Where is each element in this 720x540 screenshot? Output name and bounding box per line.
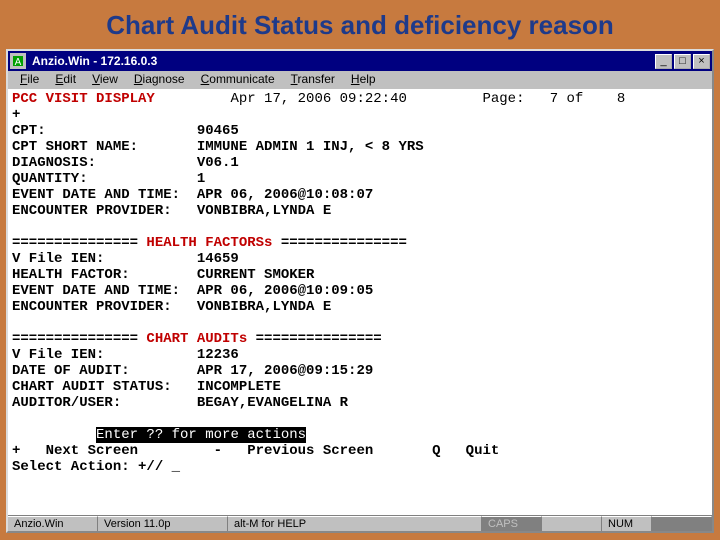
menu-communicate[interactable]: Communicate <box>193 71 283 89</box>
menu-file[interactable]: Filedocument.currentScript.previousEleme… <box>12 71 47 89</box>
status-version: Version 11.0p <box>98 516 228 531</box>
status-caps-cell: CAPS <box>482 516 542 531</box>
menu-transfer[interactable]: Transfer <box>283 71 343 89</box>
close-button[interactable]: × <box>693 54 710 69</box>
app-icon: A <box>10 53 26 69</box>
menubar: Filedocument.currentScript.previousEleme… <box>8 71 712 89</box>
application-window: A Anzio.Win - 172.16.0.3 _ □ × Filedocum… <box>6 49 714 533</box>
status-app: Anzio.Win <box>8 516 98 531</box>
status-blank1 <box>542 516 602 531</box>
status-blank2 <box>652 516 712 531</box>
slide-title: Chart Audit Status and deficiency reason <box>0 0 720 49</box>
menu-view[interactable]: View <box>84 71 126 89</box>
menu-help[interactable]: Help <box>343 71 384 89</box>
status-hint: alt-M for HELP <box>228 516 482 531</box>
maximize-button[interactable]: □ <box>674 54 691 69</box>
menu-edit[interactable]: Edit <box>47 71 84 89</box>
svg-text:A: A <box>15 57 22 68</box>
terminal-area[interactable]: PCC VISIT DISPLAY Apr 17, 2006 09:22:40 … <box>8 89 712 515</box>
window-title: Anzio.Win - 172.16.0.3 <box>30 54 653 68</box>
menu-diagnose[interactable]: Diagnose <box>126 71 193 89</box>
titlebar[interactable]: A Anzio.Win - 172.16.0.3 _ □ × <box>8 51 712 71</box>
statusbar: Anzio.Win Version 11.0p alt-M for HELP C… <box>8 515 712 531</box>
status-caps: CAPS <box>488 518 518 530</box>
status-num: NUM <box>602 516 652 531</box>
minimize-button[interactable]: _ <box>655 54 672 69</box>
window-controls: _ □ × <box>653 54 712 69</box>
